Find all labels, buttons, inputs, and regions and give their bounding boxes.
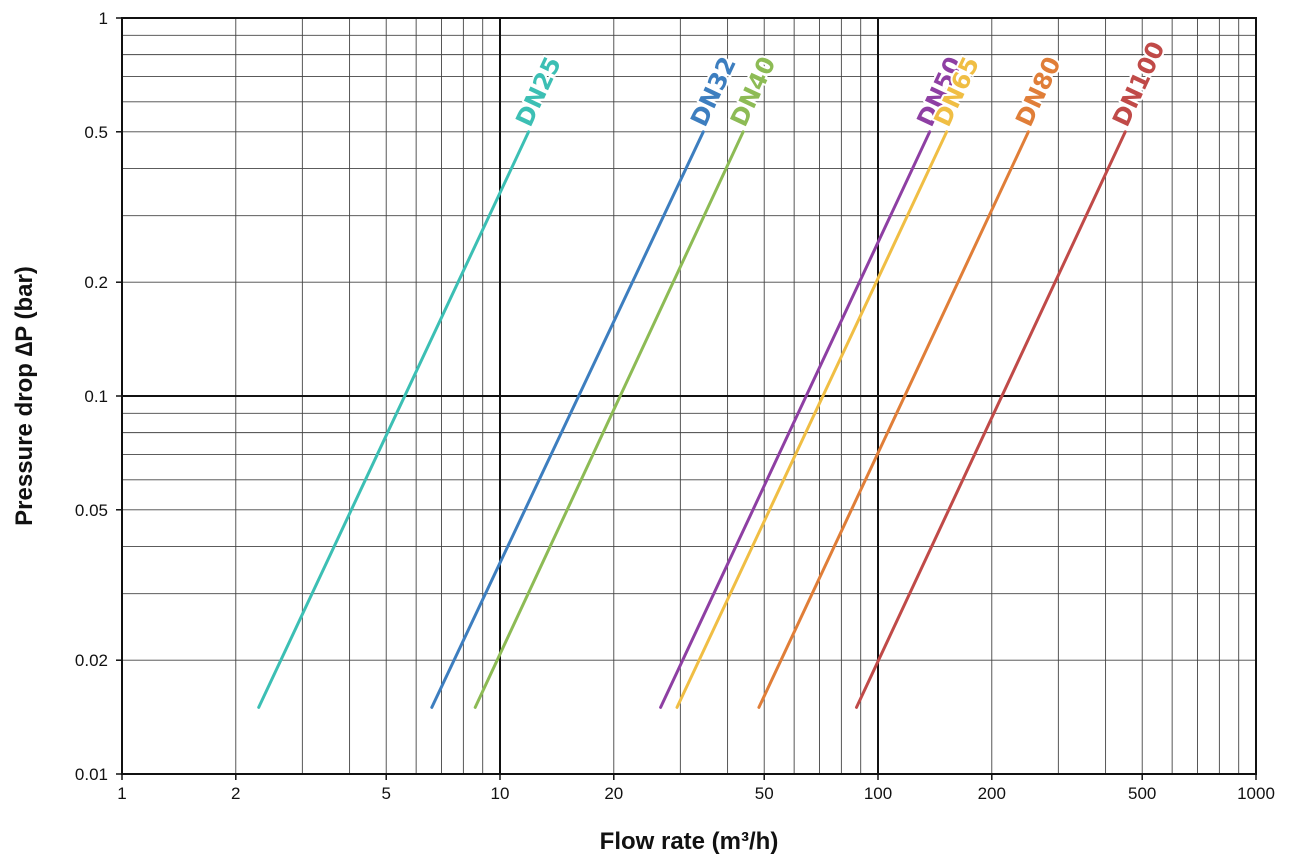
series-line-dn80 — [757, 130, 1030, 709]
x-tick-label: 50 — [755, 784, 774, 803]
major-gridlines — [122, 18, 1256, 774]
series-lines — [257, 130, 1127, 709]
x-axis-ticks: 1 2 5 10 20 50 100 200 500 1000 — [117, 774, 1275, 803]
series-line-dn25 — [257, 130, 531, 709]
y-axis-ticks: 0.01 0.02 0.05 0.1 0.2 0.5 1 — [75, 9, 122, 784]
series-line-dn40 — [473, 130, 745, 709]
y-axis-title: Pressure drop ∆P (bar) — [11, 266, 38, 526]
series-line-dn100 — [855, 130, 1127, 709]
x-tick-label: 1000 — [1237, 784, 1275, 803]
y-tick-label: 1 — [99, 9, 108, 28]
x-tick-label: 1 — [117, 784, 126, 803]
y-tick-label: 0.1 — [84, 387, 108, 406]
x-tick-label: 2 — [231, 784, 240, 803]
y-tick-label: 0.05 — [75, 501, 108, 520]
x-tick-label: 500 — [1128, 784, 1156, 803]
x-tick-label: 20 — [604, 784, 623, 803]
x-axis-title: Flow rate (m³/h) — [600, 828, 779, 855]
y-tick-label: 0.5 — [84, 123, 108, 142]
x-tick-label: 10 — [491, 784, 510, 803]
series-line-dn50 — [659, 130, 932, 709]
y-tick-label: 0.2 — [84, 273, 108, 292]
x-tick-label: 100 — [864, 784, 892, 803]
series-label-dn100: DN100 — [1107, 37, 1170, 131]
x-tick-label: 5 — [381, 784, 390, 803]
series-line-dn65 — [675, 130, 949, 709]
series-line-dn32 — [430, 130, 705, 709]
y-tick-label: 0.01 — [75, 765, 108, 784]
series-label-dn25: DN25 — [510, 52, 566, 130]
x-tick-label: 200 — [978, 784, 1006, 803]
y-tick-label: 0.02 — [75, 651, 108, 670]
